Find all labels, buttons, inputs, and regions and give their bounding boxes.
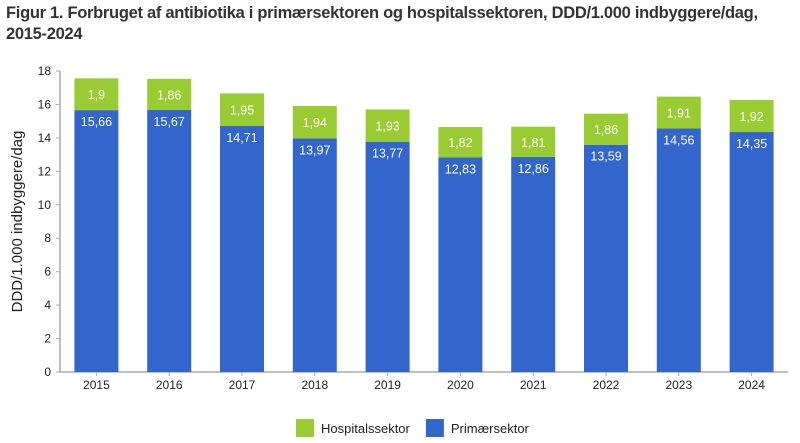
y-tick-label: 14: [38, 131, 52, 145]
data-label: 1,93: [375, 120, 399, 134]
chart-title: Figur 1. Forbruget af antibiotika i prim…: [6, 4, 758, 43]
x-tick-label: 2017: [229, 378, 256, 392]
x-tick-label: 2024: [738, 378, 765, 392]
data-label: 15,66: [81, 115, 112, 129]
bar-hospitalssektor-2022: [584, 113, 628, 145]
data-label: 14,35: [736, 137, 767, 151]
bar-primærsektor-2017: [220, 126, 264, 372]
x-tick-label: 2016: [156, 378, 183, 392]
x-tick-label: 2015: [83, 378, 110, 392]
bar-primærsektor-2020: [438, 157, 483, 372]
legend-swatch-hospitalssektor: [296, 419, 314, 437]
data-label: 12,83: [445, 162, 476, 176]
data-label: 1,92: [739, 110, 763, 124]
bar-primærsektor-2018: [292, 138, 337, 372]
data-label: 12,86: [518, 162, 549, 176]
bar-hospitalssektor-2023: [656, 96, 701, 129]
data-label: 1,82: [448, 136, 472, 150]
data-label: 1,86: [594, 123, 618, 137]
bar-primærsektor-2023: [656, 128, 701, 372]
data-label: 15,67: [154, 115, 185, 129]
data-label: 1,9: [88, 88, 105, 102]
y-tick-label: 4: [44, 298, 51, 312]
y-tick-label: 10: [38, 198, 52, 212]
x-tick-label: 2021: [520, 378, 547, 392]
legend-swatch-primærsektor: [425, 419, 444, 437]
y-tick-label: 12: [38, 164, 52, 178]
bar-hospitalssektor-2019: [365, 109, 410, 142]
y-tick-label: 6: [44, 265, 51, 279]
x-tick-label: 2022: [593, 378, 620, 392]
bar-primærsektor-2019: [365, 141, 410, 372]
y-axis-label: DDD/1.000 indbyggere/dag: [9, 131, 26, 313]
data-label: 1,91: [667, 107, 691, 121]
x-tick-label: 2023: [665, 378, 692, 392]
bar-primærsektor-2015: [74, 110, 119, 372]
data-label: 1,94: [303, 116, 327, 130]
bar-hospitalssektor-2016: [147, 78, 192, 110]
y-tick-label: 0: [44, 365, 51, 379]
data-label: 14,71: [226, 131, 257, 145]
x-tick-label: 2019: [374, 378, 401, 392]
bar-primærsektor-2024: [729, 132, 774, 372]
y-tick-label: 16: [38, 97, 52, 111]
data-label: 1,86: [157, 88, 181, 102]
legend-label: Hospitalssektor: [321, 421, 411, 436]
bar-primærsektor-2016: [147, 109, 192, 373]
y-tick-label: 2: [44, 332, 51, 346]
bar-hospitalssektor-2021: [511, 126, 556, 157]
bar-hospitalssektor-2020: [438, 127, 483, 158]
data-label: 14,56: [663, 134, 694, 148]
x-tick-label: 2018: [301, 378, 328, 392]
y-tick-label: 8: [44, 231, 51, 245]
bar-hospitalssektor-2015: [74, 78, 119, 111]
bar-primærsektor-2022: [584, 144, 628, 372]
data-label: 1,81: [521, 136, 545, 150]
data-label: 13,97: [299, 143, 330, 157]
legend-label: Primærsektor: [451, 421, 530, 436]
bar-hospitalssektor-2018: [292, 105, 337, 139]
data-label: 1,95: [230, 104, 254, 118]
y-tick-label: 18: [38, 64, 52, 78]
bar-primærsektor-2021: [511, 156, 556, 372]
bar-hospitalssektor-2017: [220, 93, 264, 127]
bar-hospitalssektor-2024: [729, 99, 774, 133]
data-label: 13,59: [590, 150, 621, 164]
x-tick-label: 2020: [447, 378, 474, 392]
data-label: 13,77: [372, 147, 403, 161]
